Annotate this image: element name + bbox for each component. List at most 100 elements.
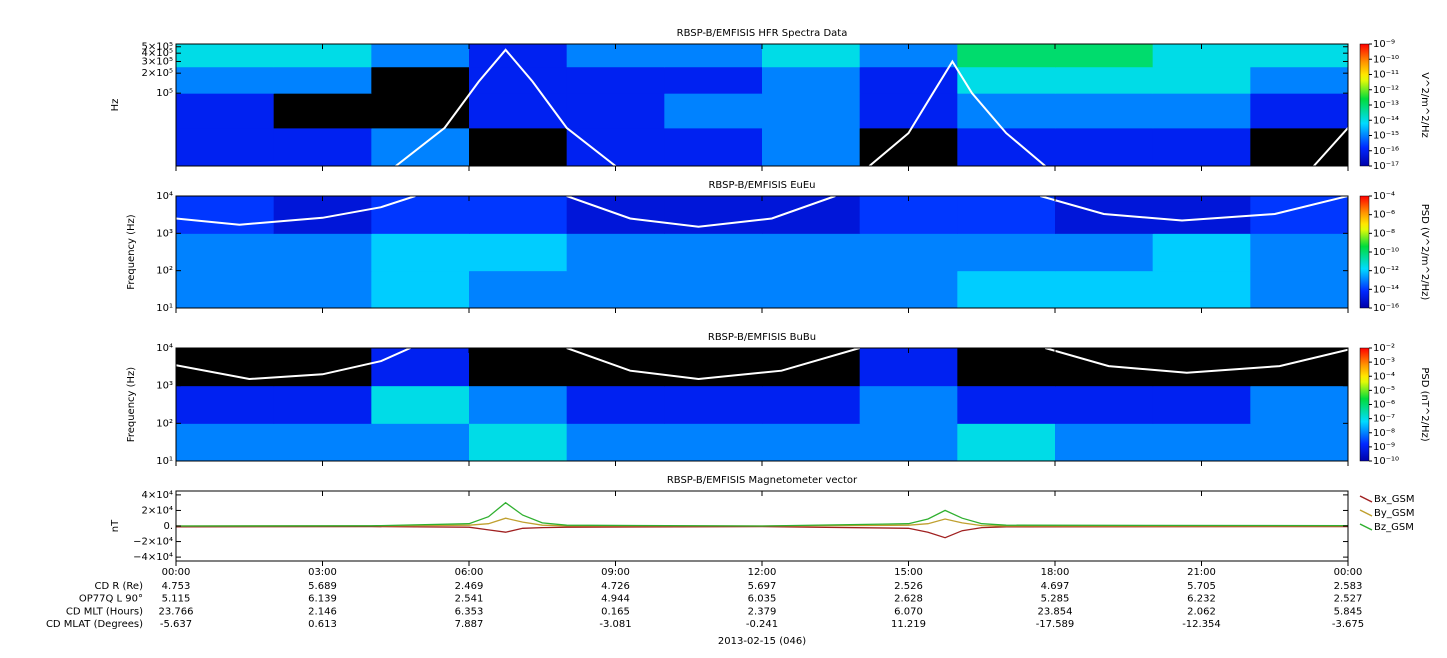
- heat-cell: [1055, 423, 1154, 461]
- ephemeris-value: 11.219: [891, 619, 926, 630]
- legend-swatch: [1359, 523, 1373, 531]
- colorbar-tick-label: 10⁻⁴: [1373, 371, 1395, 382]
- heat-cell: [273, 270, 372, 308]
- colorbar-tick-label: 10⁻¹⁶: [1373, 303, 1399, 314]
- legend-swatch: [1359, 509, 1373, 517]
- heat-cell: [566, 270, 665, 308]
- colorbar-tick-label: 10⁻⁵: [1373, 385, 1395, 396]
- heat-cell: [1055, 127, 1154, 166]
- colorbar-tick-label: 10⁻¹⁴: [1373, 115, 1399, 126]
- ephemeris-value: 5.697: [748, 581, 777, 592]
- ephemeris-value: 5.705: [1187, 581, 1216, 592]
- heat-cell: [859, 196, 958, 234]
- y-axis-label: Hz: [110, 99, 121, 112]
- heat-cell: [859, 270, 958, 308]
- heat-cell: [371, 270, 470, 308]
- y-tick-label: 4×10⁴: [142, 490, 173, 501]
- x-tick-label: 09:00: [601, 567, 630, 578]
- ephemeris-value: 2.527: [1334, 594, 1363, 605]
- heat-cell: [1250, 66, 1348, 94]
- heat-cell: [957, 423, 1056, 461]
- panel: [176, 44, 1348, 166]
- ephemeris-label: CD R (Re): [95, 581, 144, 592]
- panel-title: RBSP-B/EMFISIS BuBu: [708, 332, 816, 343]
- ephemeris-value: 6.139: [308, 594, 337, 605]
- heat-cell: [176, 196, 275, 234]
- ephemeris-value: 2.583: [1334, 581, 1363, 592]
- heat-cell: [469, 423, 568, 461]
- heat-cell: [176, 423, 275, 461]
- heat-cell: [371, 423, 470, 461]
- x-tick-label: 18:00: [1041, 567, 1070, 578]
- heat-cell: [762, 44, 861, 68]
- heat-cell: [469, 127, 568, 166]
- heat-cell: [176, 127, 275, 166]
- panel: [176, 501, 1348, 539]
- ephemeris-value: 2.379: [748, 606, 777, 617]
- colorbar-tick-label: 10⁻⁸: [1373, 228, 1395, 239]
- ephemeris-value: 0.165: [601, 606, 630, 617]
- heat-cell: [957, 66, 1056, 94]
- colorbar-tick-label: 10⁻¹⁰: [1373, 456, 1399, 467]
- curve: [176, 196, 1348, 228]
- legend-label: By_GSM: [1374, 508, 1415, 519]
- colorbar-label: PSD (V^2/m^2/Hz): [1419, 204, 1430, 301]
- panel-title: RBSP-B/EMFISIS Magnetometer vector: [667, 475, 858, 486]
- heat-cell: [957, 196, 1056, 234]
- colorbar-tick-label: 10⁻⁴: [1373, 191, 1395, 202]
- panel-title: RBSP-B/EMFISIS HFR Spectra Data: [677, 28, 848, 39]
- heat-cell: [762, 385, 861, 424]
- heat-cell: [566, 93, 665, 129]
- ephemeris-value: 6.035: [748, 594, 777, 605]
- heat-cell: [273, 423, 372, 461]
- x-tick-label: 03:00: [308, 567, 337, 578]
- colorbar-tick-label: 10⁻⁹: [1373, 442, 1395, 453]
- heat-cell: [176, 348, 275, 387]
- date-label: 2013-02-15 (046): [718, 636, 806, 647]
- heat-cell: [1152, 423, 1251, 461]
- ephemeris-value: -17.589: [1036, 619, 1075, 630]
- heat-cell: [371, 44, 470, 68]
- heat-cell: [1152, 44, 1251, 68]
- ephemeris-value: 5.115: [162, 594, 191, 605]
- y-axis-label: Frequency (Hz): [126, 214, 137, 290]
- heat-cell: [273, 196, 372, 234]
- ephemeris-value: 4.726: [601, 581, 630, 592]
- colorbar-tick-label: 10⁻¹⁰: [1373, 247, 1399, 258]
- heat-cell: [273, 127, 372, 166]
- heat-cell: [859, 423, 958, 461]
- heat-cell: [664, 423, 763, 461]
- heat-cell: [566, 127, 665, 166]
- heat-cell: [762, 66, 861, 94]
- heat-cell: [957, 348, 1056, 387]
- colorbar-tick-label: 10⁻⁶: [1373, 210, 1395, 221]
- heat-cell: [1250, 270, 1348, 308]
- heat-cell: [176, 66, 275, 94]
- heat-cell: [957, 270, 1056, 308]
- heat-cell: [176, 233, 275, 272]
- colorbar-tick-label: 10⁻¹⁵: [1373, 131, 1399, 142]
- ephemeris-label: CD MLT (Hours): [66, 606, 143, 617]
- ephemeris-value: 6.232: [1187, 594, 1216, 605]
- ephemeris-value: -12.354: [1182, 619, 1221, 630]
- heat-cell: [1055, 348, 1154, 387]
- ephemeris-value: -3.081: [599, 619, 631, 630]
- heat-cell: [371, 348, 470, 387]
- legend-swatch: [1359, 495, 1373, 503]
- heat-cell: [273, 385, 372, 424]
- ephemeris-value: 2.146: [308, 606, 337, 617]
- heat-cell: [762, 127, 861, 166]
- heat-cell: [1152, 233, 1251, 272]
- heat-cell: [273, 44, 372, 68]
- colorbar: [1359, 347, 1370, 462]
- colorbar-tick-label: 10⁻²: [1373, 343, 1395, 354]
- heat-cell: [762, 270, 861, 308]
- colorbar-tick-label: 10⁻¹⁰: [1373, 54, 1399, 65]
- heat-cell: [664, 233, 763, 272]
- series-line: [176, 501, 1348, 527]
- colorbar-tick-label: 10⁻⁷: [1373, 414, 1395, 425]
- heat-cell: [664, 270, 763, 308]
- y-tick-label: 2×10⁴: [142, 505, 173, 516]
- heat-cell: [469, 196, 568, 234]
- heat-cell: [762, 196, 861, 234]
